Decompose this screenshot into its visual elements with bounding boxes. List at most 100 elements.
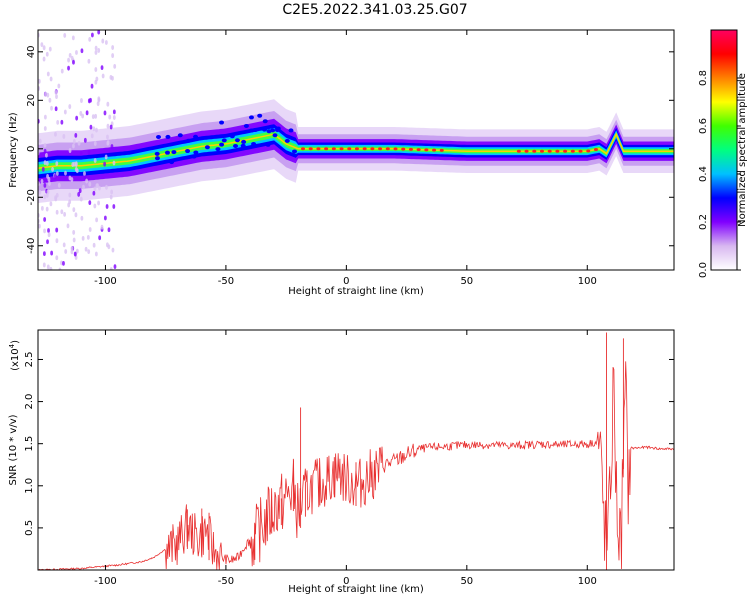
heatmap-noise [62,260,65,266]
heatmap-blob [215,147,221,152]
heatmap-noise [60,260,63,266]
heatmap-noise [87,249,91,255]
heatmap-noise [94,251,98,257]
heatmap-noise [77,192,81,197]
heatmap-peak [416,148,421,152]
x-tick-label: 100 [578,276,597,287]
heatmap-noise [72,139,76,144]
heatmap-noise [105,204,109,209]
heatmap-noise [42,56,46,62]
heatmap-noise [49,201,53,207]
heatmap-noise [80,215,84,221]
heatmap-noise [89,124,93,130]
colorbar-ticks: 0.0 0.2 0.4 0.6 0.8 [698,70,741,278]
spectrogram-frame [37,29,675,271]
heatmap-noise [97,96,101,102]
heatmap-noise [72,59,75,65]
x-tick-label: 0 [343,276,349,287]
heatmap-noise [71,35,75,41]
heatmap-noise [55,227,59,233]
heatmap-noise [92,126,96,132]
heatmap-noise [103,161,106,167]
heatmap-blob [234,138,240,143]
heatmap-blob [251,142,257,147]
heatmap-peak [547,149,552,153]
heatmap-blob [219,120,225,125]
heatmap-noise [45,152,48,158]
heatmap-noise [53,173,57,179]
heatmap-noise [45,206,49,212]
snr-multiplier-exp: 4 [8,343,16,348]
heatmap-blob [248,115,254,120]
heatmap-noise [101,38,105,44]
heatmap-noise [54,131,57,137]
y-tick-label: 2.0 [24,394,35,410]
heatmap-noise [87,58,91,64]
heatmap-noise [67,57,70,63]
x-tick-label: 50 [460,576,473,587]
heatmap-noise [98,235,102,241]
heatmap-noise [60,119,64,125]
colorbar-tick-label: 0.2 [698,214,709,230]
heatmap-noise [75,168,79,174]
heatmap-noise [56,119,60,125]
snr-multiplier: (x104) [8,340,21,371]
heatmap-noise [55,238,59,244]
heatmap-noise [94,45,98,51]
heatmap-noise [49,266,53,270]
heatmap-peak [432,148,437,152]
x-tick-label: -100 [94,276,117,287]
heatmap-noise [87,98,91,104]
y-tick-label: 0.5 [24,520,35,536]
heatmap-noise [88,181,92,187]
heatmap-noise [45,193,49,198]
y-tick-label: 20 [26,94,37,107]
heatmap-noise [106,140,110,145]
snr-y-ticks: 0.5 1.0 1.5 2.0 2.5 [24,352,674,536]
heatmap-noise [111,75,114,81]
colorbar-tick-label: 0.8 [698,70,709,86]
heatmap-noise [63,33,67,38]
heatmap-noise [100,224,104,230]
heatmap-noise [94,67,98,72]
colorbar-tick-label: 0.4 [698,166,709,182]
heatmap-noise [60,209,64,215]
heatmap-noise [101,73,105,79]
heatmap-noise [54,90,58,95]
heatmap-noise [79,196,83,202]
heatmap-noise [63,211,66,217]
heatmap-blob [270,128,276,133]
heatmap-blob [261,127,267,132]
heatmap-blob [241,139,247,144]
heatmap-blob [204,145,210,150]
heatmap-noise [55,209,59,215]
heatmap-blob [284,138,290,143]
heatmap-noise [98,185,101,191]
heatmap-peak [347,147,352,151]
heatmap-noise [50,250,54,256]
heatmap-noise [74,133,78,138]
heatmap-noise [63,109,67,115]
heatmap-noise [40,205,44,211]
heatmap-noise [75,50,78,55]
heatmap-noise [95,127,98,133]
heatmap-noise [103,215,107,221]
heatmap-noise [95,183,99,189]
heatmap-noise [50,105,53,111]
heatmap-noise [43,142,47,148]
heatmap-noise [108,114,112,120]
heatmap-noise [55,171,59,176]
heatmap-noise [79,150,83,156]
heatmap-peak [331,147,336,151]
heatmap-noise [75,115,79,121]
heatmap-noise [45,51,49,57]
spectrogram-y-axis-label: Frequency (Hz) [8,112,19,188]
heatmap-noise [43,194,47,200]
snr-y-axis-label: SNR (10 * v/v) [8,414,19,485]
heatmap-noise [110,189,114,195]
heatmap-noise [57,83,61,89]
heatmap-noise [106,123,110,129]
heatmap-noise [86,234,90,240]
heatmap-blob [191,154,197,159]
